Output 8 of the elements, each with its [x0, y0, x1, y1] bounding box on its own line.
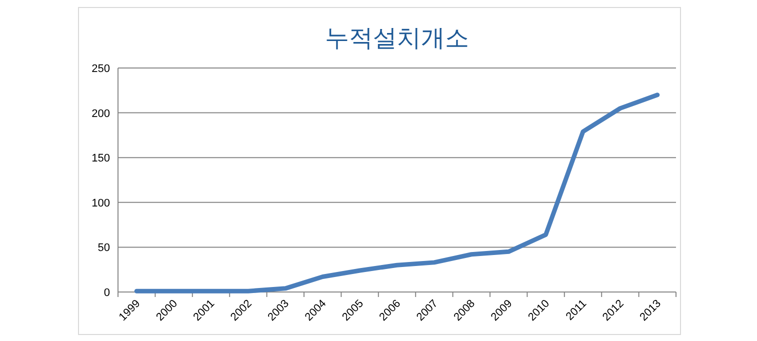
y-tick-label: 0: [104, 287, 110, 299]
line-series: [134, 92, 660, 294]
y-tick-label: 250: [92, 63, 110, 75]
y-tick-label: 200: [92, 108, 110, 120]
y-tick-label: 150: [92, 152, 110, 165]
chart-title: 누적설치개소: [325, 25, 469, 52]
y-tick-label: 50: [98, 242, 110, 254]
y-tick-label: 100: [92, 197, 110, 210]
